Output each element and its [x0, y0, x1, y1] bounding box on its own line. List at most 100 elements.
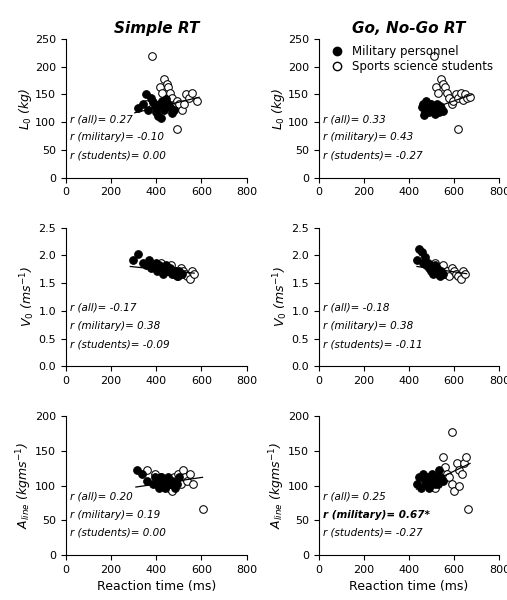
Point — [455, 466, 463, 475]
Point — [419, 258, 427, 268]
Y-axis label: $V_0$ (ms$^{-1}$): $V_0$ (ms$^{-1}$) — [18, 266, 37, 328]
Point — [164, 266, 172, 276]
Point — [434, 479, 442, 489]
Point — [186, 274, 194, 284]
Point — [172, 266, 180, 276]
Point — [430, 258, 439, 268]
Point — [445, 272, 453, 281]
Point — [170, 269, 178, 278]
Point — [163, 80, 171, 89]
Point — [162, 260, 170, 270]
Point — [431, 266, 440, 276]
Point — [157, 473, 165, 482]
Point — [424, 104, 432, 113]
Point — [177, 269, 186, 278]
Point — [157, 473, 165, 482]
Point — [128, 255, 136, 265]
Point — [421, 476, 429, 485]
Point — [168, 476, 176, 485]
Point — [441, 462, 449, 472]
Y-axis label: $L_0$ (kg): $L_0$ (kg) — [270, 87, 286, 130]
Point — [428, 469, 437, 479]
Text: r (all)= 0.20: r (all)= 0.20 — [70, 491, 133, 502]
Point — [428, 263, 437, 273]
Point — [172, 476, 180, 485]
Point — [428, 104, 437, 114]
Y-axis label: $V_0$ (ms$^{-1}$): $V_0$ (ms$^{-1}$) — [271, 266, 290, 328]
Point — [439, 80, 447, 89]
Point — [439, 260, 447, 270]
Point — [138, 469, 147, 479]
Point — [148, 51, 156, 61]
Point — [142, 260, 150, 270]
Point — [188, 88, 196, 98]
Point — [436, 266, 444, 276]
Point — [445, 473, 453, 482]
Point — [152, 260, 160, 270]
Point — [433, 99, 441, 109]
Point — [455, 481, 463, 490]
Point — [427, 266, 436, 276]
X-axis label: Reaction time (ms): Reaction time (ms) — [97, 580, 216, 593]
Point — [185, 94, 193, 103]
Point — [433, 263, 441, 273]
Text: r (military)= 0.67*: r (military)= 0.67* — [323, 509, 430, 520]
Point — [448, 479, 456, 489]
Point — [175, 266, 184, 276]
Point — [422, 479, 430, 489]
Point — [160, 74, 168, 84]
Point — [173, 97, 181, 106]
Point — [184, 476, 192, 485]
Point — [186, 469, 194, 479]
Point — [448, 263, 456, 273]
Point — [435, 107, 443, 117]
Point — [167, 487, 175, 496]
Point — [460, 458, 468, 468]
Point — [161, 483, 169, 493]
Point — [188, 266, 196, 276]
Point — [177, 105, 186, 115]
Point — [465, 92, 474, 102]
Point — [459, 266, 467, 276]
Point — [428, 479, 437, 489]
Point — [419, 469, 427, 479]
Point — [424, 473, 432, 482]
Point — [153, 479, 161, 489]
Point — [444, 88, 452, 98]
Point — [449, 97, 457, 106]
Point — [155, 111, 163, 121]
Point — [166, 88, 174, 98]
Text: r (military)= -0.10: r (military)= -0.10 — [70, 133, 164, 142]
Point — [462, 452, 470, 461]
Point — [173, 125, 181, 134]
Point — [419, 99, 427, 109]
Point — [431, 102, 440, 112]
Point — [179, 266, 187, 276]
Y-axis label: $L_0$ (kg): $L_0$ (kg) — [17, 87, 33, 130]
Point — [162, 94, 170, 104]
Point — [176, 479, 185, 489]
Point — [134, 250, 142, 259]
Text: r (all)= -0.18: r (all)= -0.18 — [323, 303, 390, 313]
Point — [133, 466, 141, 475]
Point — [151, 101, 159, 110]
Point — [435, 473, 443, 482]
Point — [429, 106, 438, 116]
Point — [175, 473, 184, 482]
Point — [426, 99, 434, 109]
Text: r (students)= 0.00: r (students)= 0.00 — [70, 527, 166, 538]
Point — [437, 74, 445, 84]
Point — [168, 269, 176, 278]
Point — [426, 260, 434, 270]
Point — [155, 260, 163, 270]
Point — [454, 272, 462, 281]
Point — [173, 479, 181, 489]
Point — [168, 108, 176, 118]
Point — [434, 104, 442, 114]
Point — [157, 263, 165, 273]
Point — [171, 266, 179, 276]
Point — [190, 269, 198, 278]
Point — [434, 89, 443, 98]
Point — [420, 110, 428, 120]
Point — [443, 469, 451, 479]
